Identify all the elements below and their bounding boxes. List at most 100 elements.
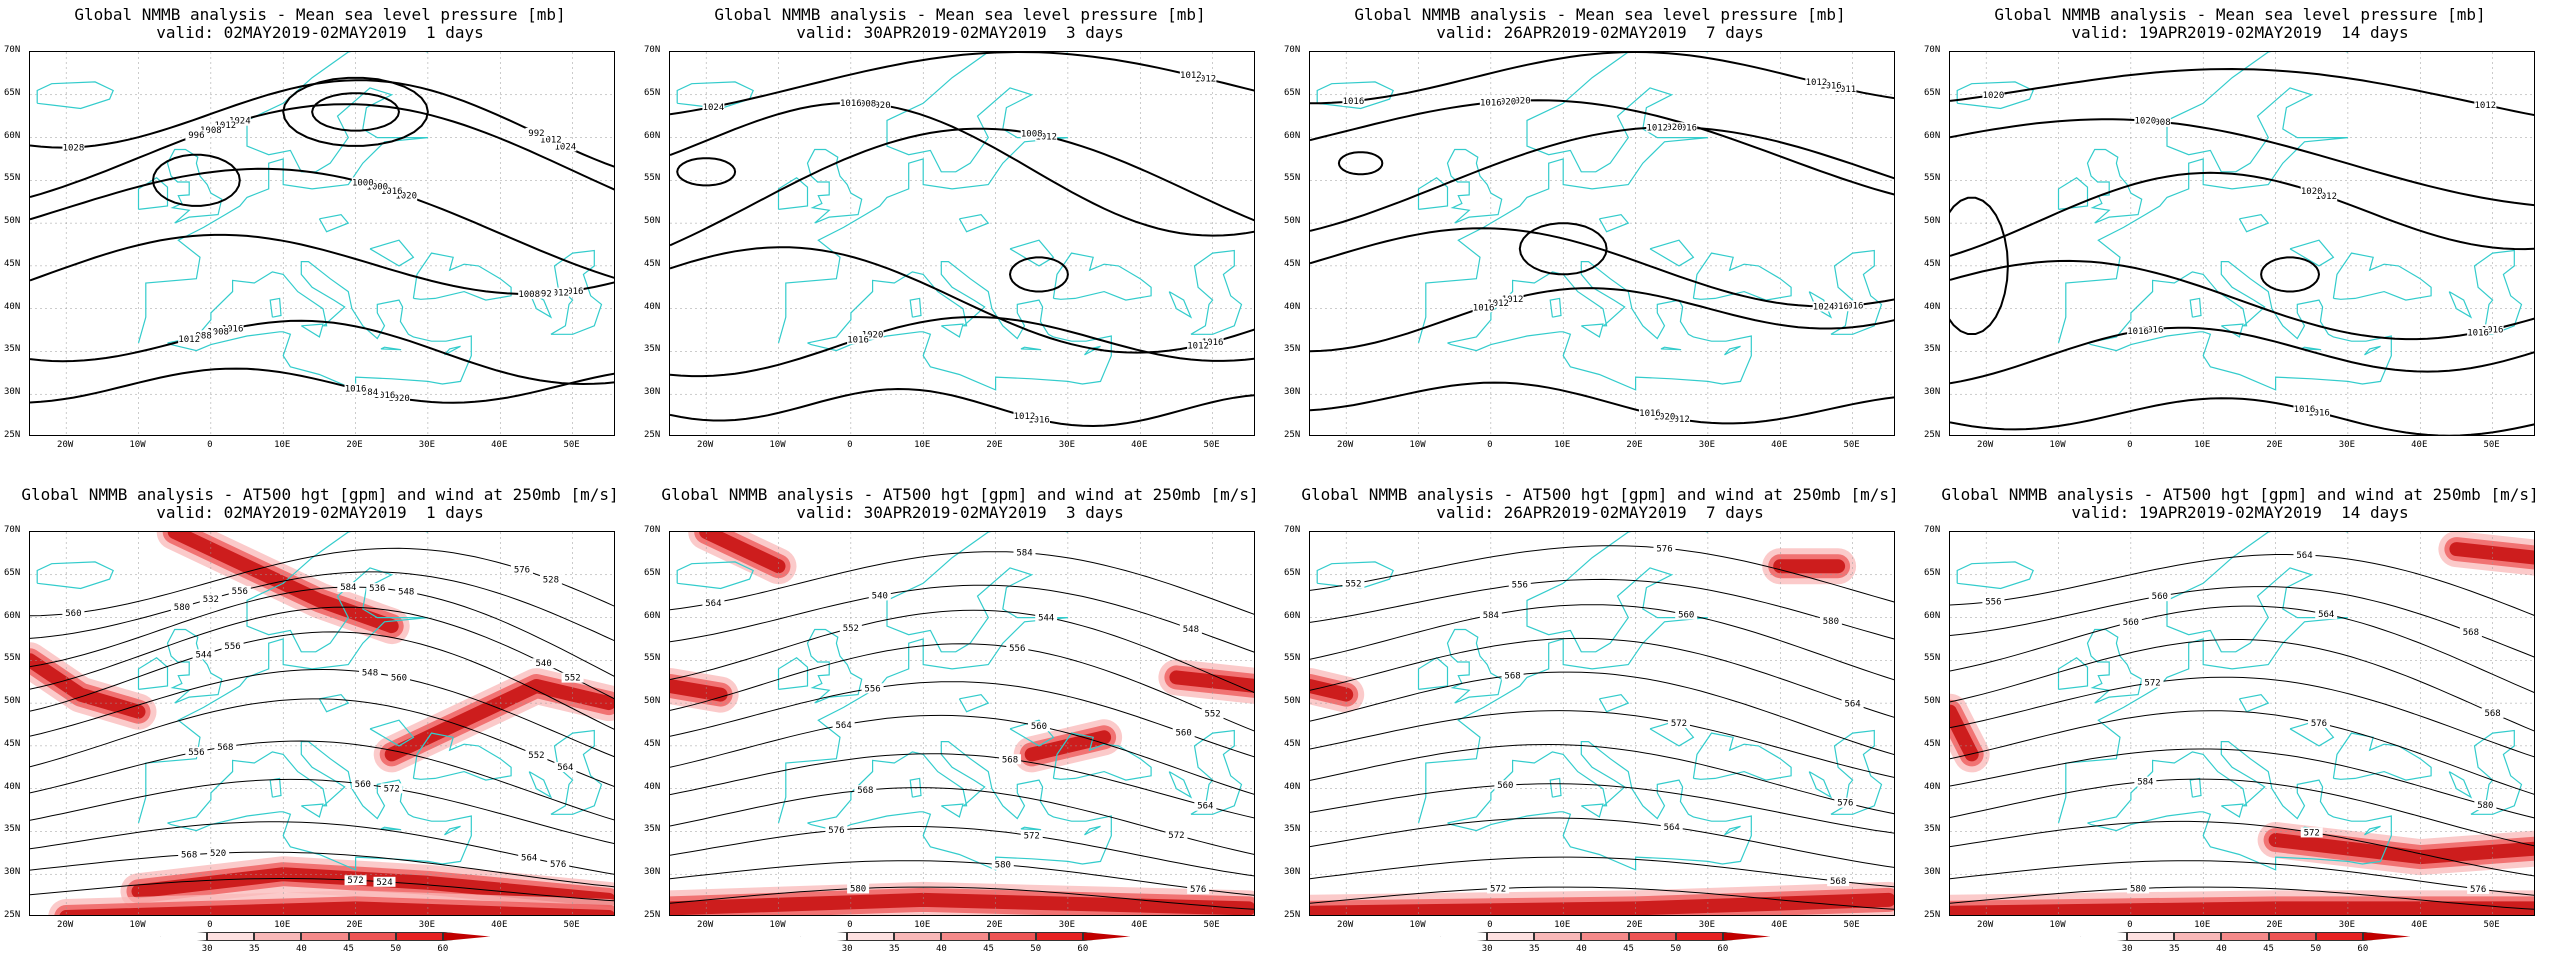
coastline <box>36 81 114 110</box>
isobar <box>30 103 614 198</box>
contour-label-bg <box>1639 408 1662 419</box>
contour-label: 1012 <box>1035 132 1057 142</box>
contour-label: 556 <box>232 587 248 597</box>
contour-label: 568 <box>2484 709 2500 719</box>
height-contour <box>30 698 614 787</box>
lat-tick-label: 40N <box>1284 781 1301 792</box>
lat-tick-label: 50N <box>4 696 21 707</box>
coastline <box>269 297 282 318</box>
contour-label: 1008 <box>854 99 876 109</box>
panel-valid-period: valid: 26APR2019-02MAY2019 7 days <box>1436 503 1764 522</box>
contour-label: 564 <box>835 721 851 731</box>
contour-label: 1016 <box>222 324 244 334</box>
contour-label: 580 <box>1823 617 1839 627</box>
contour-label: 1024 <box>1813 302 1835 312</box>
contour-label-bg <box>1508 95 1531 106</box>
contour-label: 1020 <box>862 331 884 341</box>
coastline <box>2300 346 2322 351</box>
lat-tick-label: 60N <box>1284 610 1301 621</box>
height-contour <box>1950 586 2534 658</box>
contour-label: 1012 <box>1646 123 1668 133</box>
height-contour <box>1950 748 2534 819</box>
panel-title: Global NMMB analysis - Mean sea level pr… <box>1354 5 1846 24</box>
contour-label-bg <box>351 177 374 188</box>
contour-label: 1012 <box>2475 101 2497 111</box>
contour-label: 1016 <box>1028 416 1050 426</box>
isobar <box>30 367 614 404</box>
colorbar-swatch <box>2174 932 2222 941</box>
contour-label-bg <box>702 101 725 112</box>
lon-tick-label: 30E <box>418 440 436 450</box>
contour-label: 1016 <box>562 287 584 297</box>
map-panel-5: Global NMMB analysis - AT500 hgt [gpm] a… <box>0 480 640 960</box>
coastline <box>2220 803 2244 818</box>
contour-label-bg <box>825 825 848 836</box>
height-contour <box>1950 605 2534 693</box>
lon-tick-label: 50E <box>1203 440 1220 450</box>
lat-tick-label: 30N <box>1924 387 1941 398</box>
colorbar-label: 30 <box>2121 944 2133 954</box>
lon-tick-label: 10E <box>2194 440 2211 450</box>
contour-label-bg <box>1187 883 1210 894</box>
contour-label-bg <box>2134 776 2157 787</box>
contour-label-bg <box>1812 301 1835 312</box>
colorbar-swatch <box>348 932 396 941</box>
coastline <box>2086 148 2143 224</box>
coastline <box>1956 561 2034 590</box>
wind-speed-shading <box>699 532 786 574</box>
contour-label: 568 <box>857 786 873 796</box>
contour-label-bg <box>1201 708 1224 719</box>
wind-speed-shading <box>2449 542 2534 565</box>
map-svg: 1024 102010121016102010161012100810081012… <box>670 52 1254 435</box>
contour-label: 584 <box>340 583 356 593</box>
contour-label: 576 <box>514 565 530 575</box>
lon-tick-label: 10W <box>769 440 786 450</box>
coastline <box>1020 346 1042 351</box>
contour-label-bg <box>1667 718 1690 729</box>
contour-label: 532 <box>203 595 219 605</box>
contour-label: 1020 <box>2301 187 2323 197</box>
isobar <box>1950 67 2534 117</box>
lat-tick-label: 45N <box>4 258 21 269</box>
contour-label-bg <box>373 876 396 887</box>
coastline <box>318 213 350 233</box>
contour-label: 1016 <box>1827 302 1849 312</box>
contour-label: 568 <box>2463 628 2479 638</box>
height-contour <box>1310 671 1894 756</box>
contour-label-bg <box>1179 70 1202 81</box>
coastline <box>1549 297 1562 318</box>
lat-tick-label: 70N <box>1284 525 1301 535</box>
map-svg: 1020100810121016101610161012102010201016… <box>1950 52 2534 435</box>
height-contour <box>30 631 614 730</box>
colorbar-swatch <box>941 932 989 941</box>
panel-title: Global NMMB analysis - AT500 hgt [gpm] a… <box>21 485 619 504</box>
coastline <box>806 628 863 704</box>
lon-tick-label: 40E <box>491 920 508 930</box>
coastline <box>1052 732 1152 781</box>
colorbar-label: 45 <box>343 944 354 954</box>
map-panel-1: Global NMMB analysis - Mean sea level pr… <box>0 0 640 480</box>
lon-tick-label: 0 <box>847 440 853 450</box>
isobar-closed <box>1950 196 2009 335</box>
contour-label-bg <box>387 672 410 683</box>
contour-label-bg <box>1494 96 1517 107</box>
lon-tick-label: 0 <box>1487 920 1493 930</box>
contour-label: 1020 <box>395 192 417 202</box>
contour-label-bg <box>1035 131 1058 142</box>
lon-tick-label: 20W <box>697 440 714 450</box>
contour-label-bg <box>2481 324 2504 335</box>
lat-tick-label: 50N <box>1284 696 1301 707</box>
lon-tick-label: 20E <box>346 920 363 930</box>
colorbar-label: 45 <box>983 944 994 954</box>
contour-label: 1016 <box>2127 327 2149 337</box>
contour-label-bg <box>839 623 862 634</box>
contour-label: 1012 <box>547 288 569 298</box>
panel-valid-period: valid: 19APR2019-02MAY2019 14 days <box>2071 23 2409 42</box>
map-panel-8: Global NMMB analysis - AT500 hgt [gpm] a… <box>1920 480 2560 960</box>
map-frame: 552 556 560 564 568 572 576 560 564 568 572 576 580 5… <box>1309 531 1895 916</box>
coastline <box>2364 825 2381 836</box>
contour-label: 564 <box>2296 551 2312 561</box>
lat-tick-label: 25N <box>4 910 21 920</box>
lon-tick-label: 0 <box>207 920 213 930</box>
coastline <box>940 323 964 338</box>
